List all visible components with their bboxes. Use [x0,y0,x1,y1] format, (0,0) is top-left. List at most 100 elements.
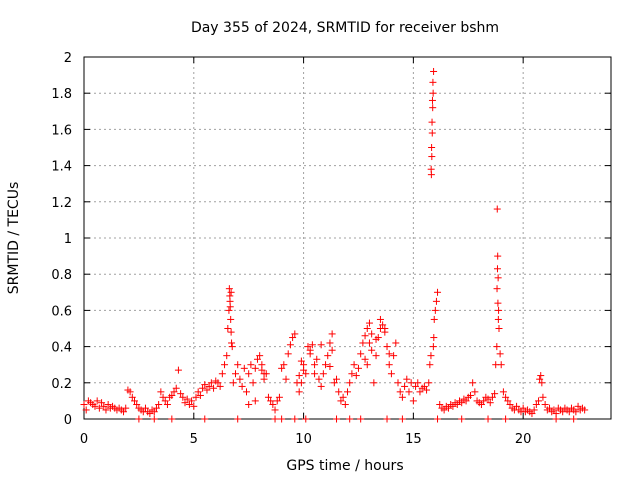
x-tick-label: 5 [190,432,198,447]
data-point [256,352,264,360]
data-point [390,352,398,360]
data-point [131,397,139,405]
data-point [146,410,154,418]
data-point [234,361,242,369]
data-point [458,399,466,407]
data-point [572,408,580,416]
y-axis-label: SRMTID / TECUs [6,182,22,295]
data-point [494,299,502,307]
data-point [499,388,507,396]
data-point [493,285,501,293]
x-tick-label: 15 [405,432,422,447]
data-point [163,401,171,409]
data-point [227,315,235,323]
data-point [536,375,544,383]
data-point [376,325,384,332]
data-point [550,406,558,414]
data-point [494,315,502,323]
data-point [269,401,277,409]
y-tick-label: 2 [64,51,72,66]
data-point [528,410,536,418]
data-point [172,384,180,392]
data-point [326,363,334,371]
data-point [458,415,466,423]
data-point [398,415,406,423]
data-point [120,408,128,416]
data-point [376,315,384,323]
data-point [445,404,453,412]
data-point [570,415,578,423]
data-point [359,339,367,347]
data-point [372,352,380,360]
data-point [267,397,275,405]
data-point [311,361,319,369]
data-point [396,388,404,396]
data-point [341,401,349,409]
data-point [313,355,321,363]
data-point [414,379,422,387]
data-point [245,370,253,378]
data-point [333,375,341,383]
data-point [496,350,504,358]
data-point [218,370,226,378]
data-point [477,401,485,409]
data-point [430,67,438,75]
data-point [225,306,233,314]
data-point [201,381,209,389]
data-point [223,352,231,360]
data-point [552,415,560,423]
data-point [429,343,437,351]
data-point [462,397,470,405]
data-point [297,357,305,365]
data-point [315,375,323,383]
data-point [352,372,360,380]
data-point [91,402,99,410]
data-point [179,393,187,401]
data-point [199,384,207,392]
data-point [559,408,567,416]
data-point [253,355,261,363]
data-point [412,382,420,390]
data-point [205,382,213,390]
y-tick-label: 0.8 [51,268,72,283]
data-point [423,386,431,394]
data-point [330,379,338,387]
data-point [275,393,283,401]
data-point [319,370,327,378]
data-point [183,395,191,403]
data-point [174,366,182,374]
data-points [80,67,589,423]
data-point [326,339,334,347]
data-point [565,408,573,416]
data-point [429,89,437,97]
data-point [170,388,178,396]
data-point [221,361,229,369]
data-point [286,341,294,349]
data-point [350,361,358,369]
data-point [365,319,373,327]
data-point [289,334,297,342]
data-point [291,415,299,423]
data-point [98,399,106,407]
data-point [537,372,545,380]
data-point [495,306,503,314]
data-point [234,415,242,423]
data-point [295,388,303,396]
data-point [394,379,402,387]
data-point [271,406,279,414]
data-point [82,406,90,414]
data-point [432,297,440,305]
data-point [194,388,202,396]
data-point [539,393,547,401]
y-tick-label: 1.6 [51,123,72,138]
data-point [226,292,234,300]
y-tick-label: 0.4 [51,341,72,356]
x-tick-label: 10 [295,432,312,447]
data-point [361,332,369,340]
data-point [372,335,380,343]
y-tick-label: 0.6 [51,304,72,319]
data-point [104,401,112,409]
data-point [486,399,494,407]
data-point [541,401,549,409]
